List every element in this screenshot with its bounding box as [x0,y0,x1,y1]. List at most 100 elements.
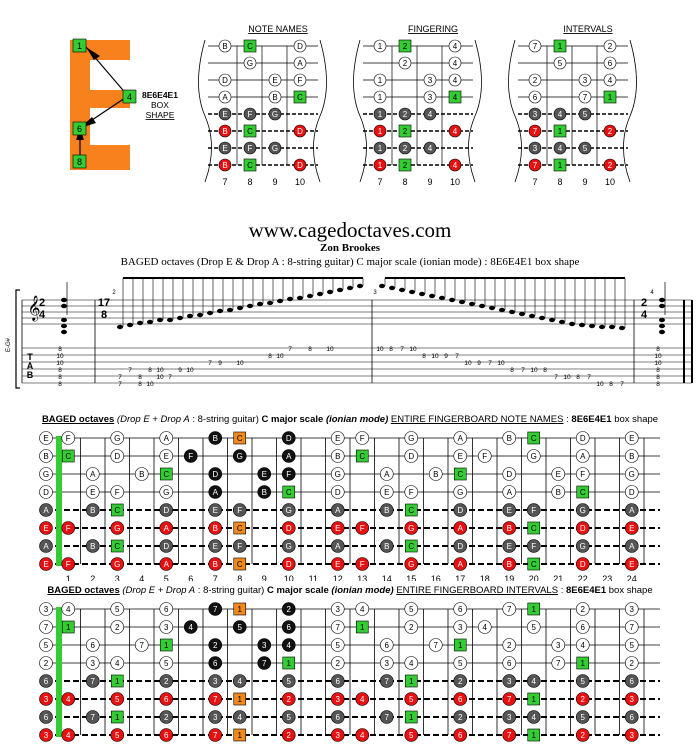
svg-text:4: 4 [409,659,414,668]
fingering-marker: 4 [448,90,462,104]
interval-marker: 6 [624,710,639,724]
box-diagram-fingering: FINGERING 1 2 4 2 4 1 3 4 1 3 4 1 2 4 1 2 4 1 2 4 1 2 4 7 8 9 10 [353,24,482,187]
svg-text:E: E [213,506,218,515]
score-note [539,315,545,321]
score-note [247,303,253,309]
note-marker: F [355,431,370,445]
svg-text:C: C [359,452,365,461]
shape-shape-label: SHAPE [146,110,175,120]
notes-marker: D [218,73,232,87]
tab-number: 7 [118,374,122,381]
score-note [589,323,595,329]
svg-text:1: 1 [558,161,563,170]
score-note [117,324,123,330]
svg-text:B: B [43,452,48,461]
interval-marker: 1 [159,638,173,652]
score-note [337,287,343,293]
shape-box-label: BOX [151,100,169,110]
interval-marker: 6 [159,692,174,706]
tab-number: 8 [58,374,62,381]
tab-number: 8 [656,346,660,353]
svg-text:7: 7 [533,161,538,170]
svg-text:F: F [115,488,120,497]
svg-text:4: 4 [532,677,537,686]
interval-marker: 4 [183,620,198,634]
interval-marker: 7 [39,620,53,634]
svg-text:3: 3 [213,713,218,722]
svg-text:5: 5 [581,713,586,722]
note-marker: D [453,503,468,517]
tab-letter: T [27,352,33,362]
note-marker: A [281,449,296,463]
interval-marker: 2 [404,620,419,634]
svg-text:E: E [629,524,634,533]
svg-text:6: 6 [164,695,169,704]
interval-marker: 1 [527,692,541,706]
svg-text:7: 7 [213,605,218,614]
interval-marker: 7 [428,638,443,652]
intervals-marker: 2 [603,39,617,53]
svg-text:6: 6 [458,605,463,614]
svg-text:C: C [163,470,169,479]
svg-text:F: F [188,452,193,461]
svg-text:A: A [43,542,49,551]
svg-text:C: C [114,542,120,551]
interval-marker: 7 [208,692,223,706]
score-note [227,307,233,313]
svg-text:D: D [629,488,635,497]
notes-marker: E [218,107,232,121]
note-marker: D [159,503,174,517]
svg-text:A: A [222,93,228,102]
svg-text:D: D [457,506,463,515]
note-marker: A [330,539,345,553]
interval-marker: 5 [159,656,174,670]
score-note [61,329,67,335]
note-marker: A [39,539,53,553]
interval-marker: 5 [624,638,639,652]
svg-text:3: 3 [385,659,390,668]
note-marker: A [575,449,590,463]
note-marker: A [624,539,639,553]
svg-text:6: 6 [385,641,390,650]
svg-text:B: B [384,506,389,515]
svg-text:D: D [114,452,120,461]
svg-text:F: F [409,488,414,497]
svg-text:E: E [335,434,340,443]
svg-text:8: 8 [77,157,82,167]
svg-text:1: 1 [238,605,243,614]
svg-text:5: 5 [409,605,414,614]
interval-marker: 3 [624,728,639,742]
svg-text:2: 2 [287,605,292,614]
interval-marker: 6 [453,728,468,742]
interval-marker: 6 [159,602,174,616]
site-url[interactable]: www.cagedoctaves.com [248,218,452,242]
notes-marker: C [293,90,307,104]
svg-text:A: A [43,506,49,515]
svg-text:E: E [272,76,277,85]
svg-text:5: 5 [583,144,588,153]
svg-text:A: A [629,542,635,551]
svg-text:F: F [66,524,71,533]
score-note [187,313,193,319]
svg-text:1: 1 [532,695,537,704]
svg-text:1: 1 [238,731,243,740]
interval-marker: 1 [404,674,418,688]
svg-text:5: 5 [238,623,243,632]
svg-text:B: B [213,560,218,569]
svg-text:G: G [163,488,169,497]
svg-text:3: 3 [458,623,463,632]
svg-text:E: E [507,506,512,515]
score-note [489,305,495,311]
svg-text:3: 3 [44,731,49,740]
svg-text:7: 7 [507,731,512,740]
fingering-marker: 3 [423,73,437,87]
fingering-marker: 4 [423,141,437,155]
svg-text:1: 1 [458,641,463,650]
note-marker: G [159,485,174,499]
author-name: Zon Brookes [319,242,380,254]
interval-marker: 5 [575,674,590,688]
score-note [61,297,67,303]
tab-number: 10 [530,367,538,374]
note-marker: D [281,431,296,445]
interval-marker: 1 [576,656,590,670]
